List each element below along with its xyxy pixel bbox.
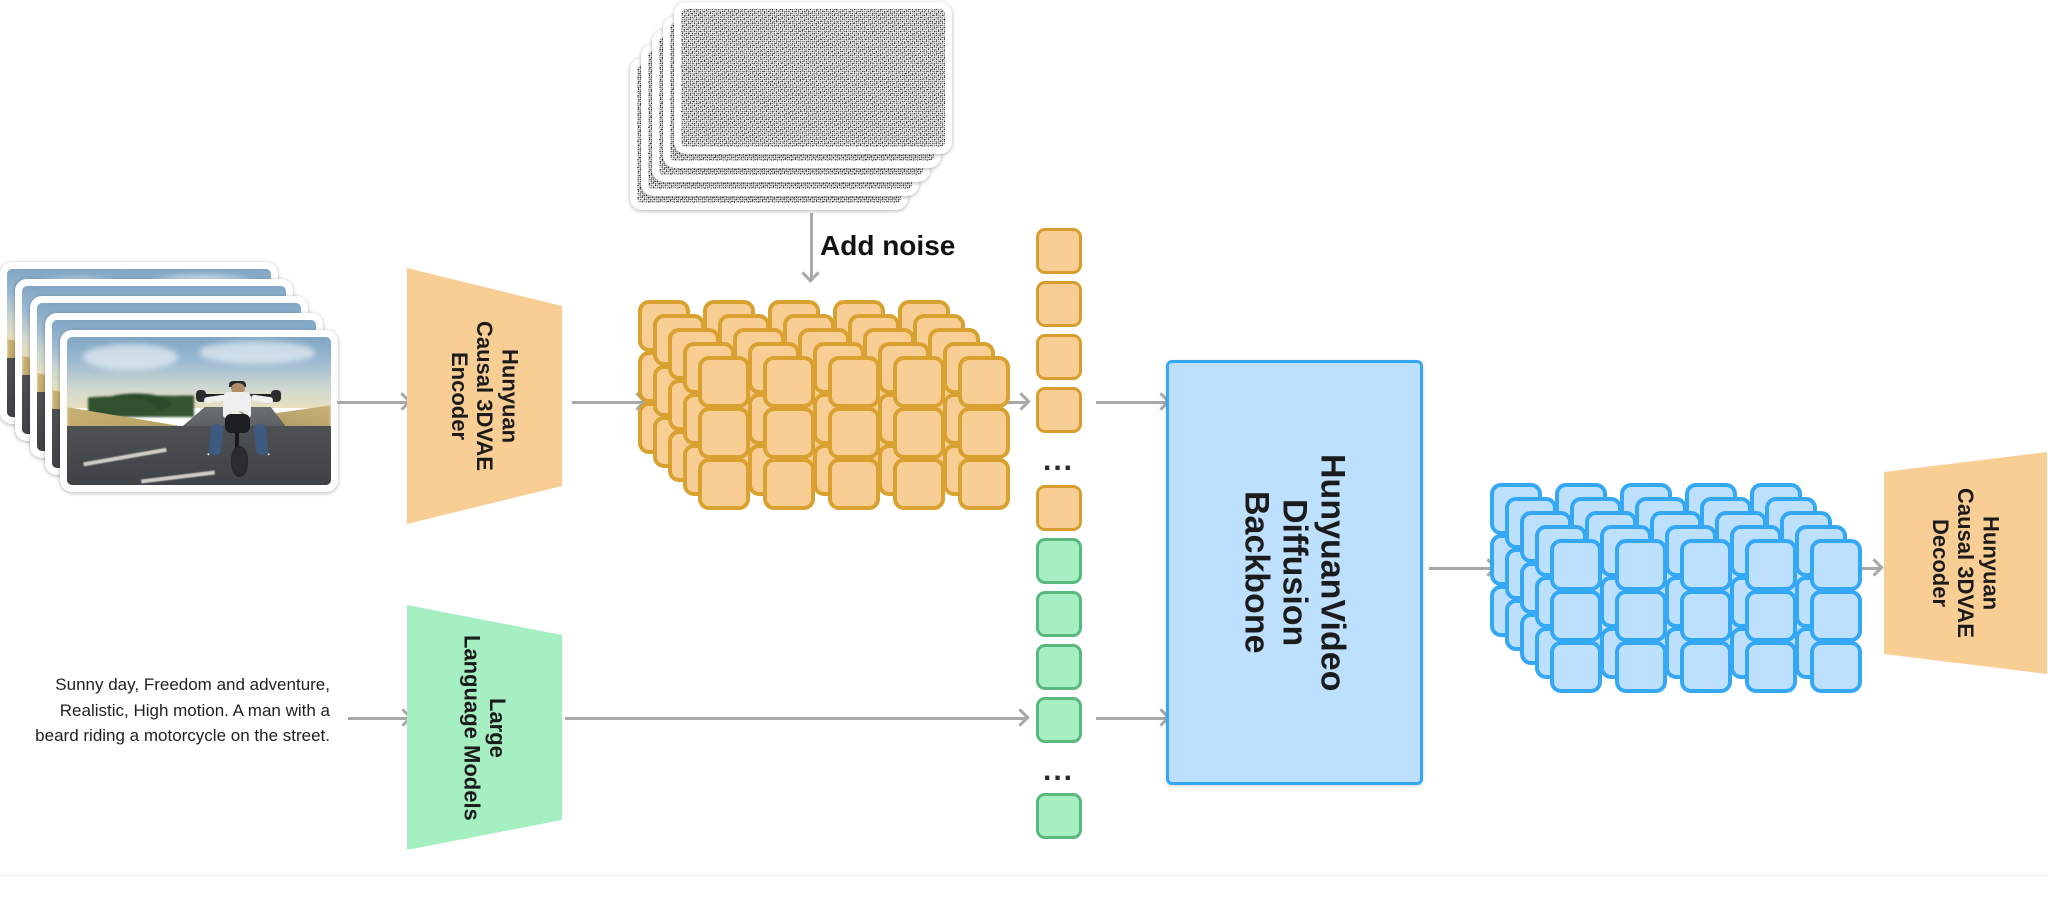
decoder-shape: [1884, 452, 2047, 674]
output-tile: [1550, 641, 1602, 693]
latent-tile: [763, 407, 815, 459]
output-tile: [1745, 539, 1797, 591]
add-noise-label: Add noise: [820, 230, 956, 261]
latent-tile: [958, 407, 1010, 459]
encoder-block: Hunyuan Causal 3DVAE Encoder: [407, 268, 562, 524]
encoder-shape: [407, 268, 562, 524]
output-tile: [1680, 539, 1732, 591]
latent-tile: [828, 407, 880, 459]
video-latent-tokens-cube: [638, 300, 1010, 510]
video-token: [1036, 387, 1082, 433]
output-tile: [1550, 539, 1602, 591]
output-tile: [1680, 590, 1732, 642]
decoder-label: Hunyuan Causal 3DVAE Decoder: [1927, 488, 2004, 638]
page-bottom-divider: [0, 875, 2048, 876]
video-token: [1036, 281, 1082, 327]
latent-tile: [893, 407, 945, 459]
decoder-block: Hunyuan Causal 3DVAE Decoder: [1884, 452, 2047, 674]
arrow-video-to-encoder: [337, 392, 412, 412]
text-token: [1036, 697, 1082, 743]
latent-tile: [958, 458, 1010, 510]
text-token: [1036, 538, 1082, 584]
arrow-encoder-to-latent-cube: [572, 392, 647, 412]
arrow-prompt-to-llm: [348, 708, 413, 728]
text-prompt: Sunny day, Freedom and adventure, Realis…: [35, 675, 330, 745]
arrow-noise-down: [801, 213, 821, 283]
latent-tile: [958, 356, 1010, 408]
llm-label: Large Language Models: [459, 634, 510, 821]
video-token: [1036, 228, 1082, 274]
noise-frame: [674, 2, 952, 154]
video-frame: [60, 330, 338, 492]
output-tile: [1810, 590, 1862, 642]
input-video-frames: [0, 262, 345, 502]
denoised-latent-cube: [1490, 483, 1862, 693]
token-ellipsis-upper: ...: [1043, 444, 1075, 477]
video-frame-image-front: [67, 337, 331, 485]
diffusion-backbone-block: HunyuanVideo Diffusion Backbone: [1166, 360, 1423, 785]
arrow-llm-to-text-tokens: [565, 708, 1030, 728]
latent-tile: [763, 356, 815, 408]
output-tile: [1810, 539, 1862, 591]
output-tile: [1745, 641, 1797, 693]
output-tile: [1680, 641, 1732, 693]
output-tile: [1745, 590, 1797, 642]
llm-shape: [407, 605, 562, 850]
latent-tile: [893, 458, 945, 510]
latent-tile: [698, 458, 750, 510]
text-token: [1036, 591, 1082, 637]
output-tile: [1550, 590, 1602, 642]
output-tile: [1810, 641, 1862, 693]
arrow-backbone-to-output-cube: [1429, 558, 1498, 578]
latent-tile: [893, 356, 945, 408]
latent-tile: [763, 458, 815, 510]
concatenated-token-sequence: ... ...: [1036, 228, 1088, 897]
output-tile: [1615, 641, 1667, 693]
output-tile: [1615, 539, 1667, 591]
output-tile: [1615, 590, 1667, 642]
text-token: [1036, 793, 1082, 839]
arrow-tokens-to-backbone: [1096, 392, 1171, 412]
video-token: [1036, 334, 1082, 380]
latent-tile: [698, 407, 750, 459]
latent-tile: [828, 356, 880, 408]
arrow-text-tokens-to-backbone: [1096, 708, 1171, 728]
token-ellipsis-lower: ...: [1043, 754, 1075, 787]
gaussian-noise-frames: [630, 0, 970, 215]
llm-block: Large Language Models: [407, 605, 562, 850]
video-token: [1036, 485, 1082, 531]
text-token: [1036, 644, 1082, 690]
latent-tile: [698, 356, 750, 408]
encoder-label: Hunyuan Causal 3DVAE Encoder: [446, 321, 523, 471]
latent-tile: [828, 458, 880, 510]
diffusion-backbone-label: HunyuanVideo Diffusion Backbone: [1237, 453, 1352, 692]
